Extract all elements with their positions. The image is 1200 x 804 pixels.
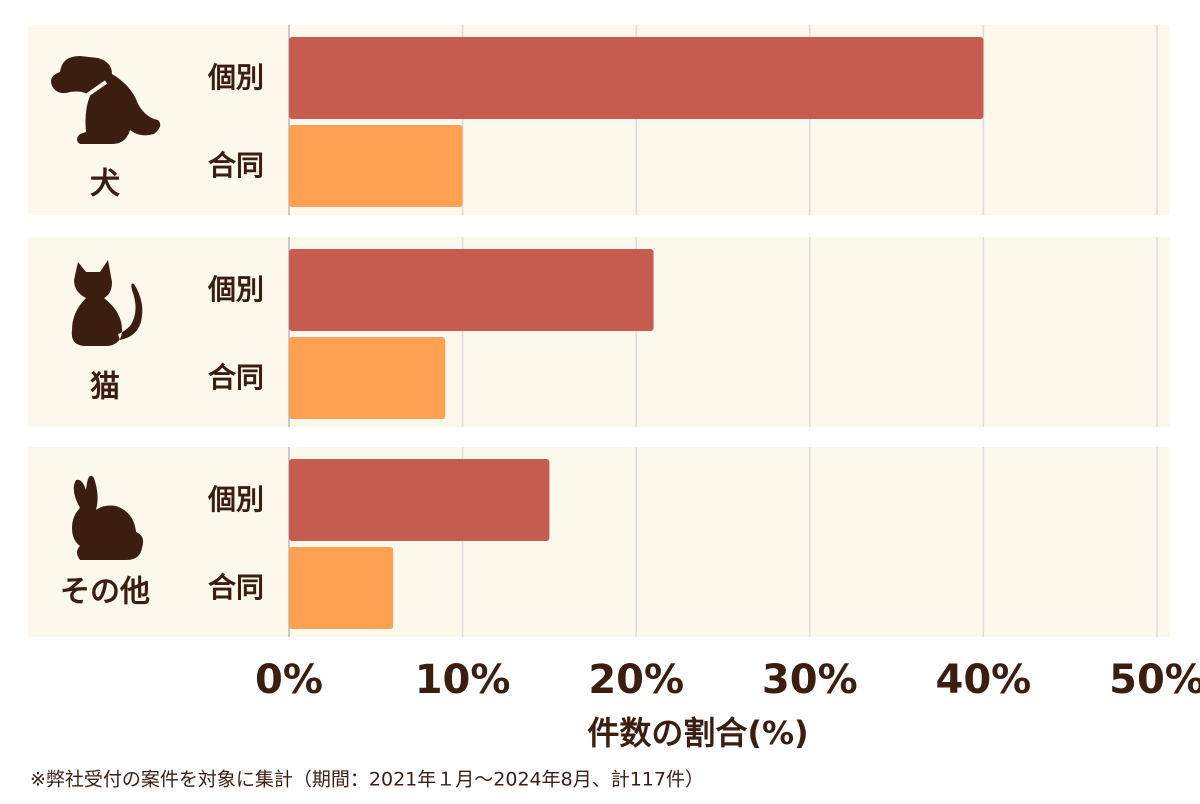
series-label: 合同 <box>208 361 264 394</box>
x-axis-label: 件数の割合(%) <box>587 714 808 752</box>
series-label: 個別 <box>207 61 264 94</box>
bar <box>289 249 654 331</box>
bar <box>289 37 984 119</box>
icons <box>51 56 161 560</box>
bar <box>289 125 463 207</box>
category-label: その他 <box>60 575 150 610</box>
category-label: 犬 <box>90 167 120 202</box>
dog-collar <box>84 80 108 98</box>
x-tick-label: 10% <box>415 657 511 703</box>
category-label: 猫 <box>90 370 120 405</box>
x-tick-label: 30% <box>762 657 858 703</box>
series-label: 合同 <box>208 149 264 182</box>
cat-icon <box>71 260 143 346</box>
bar <box>289 337 446 419</box>
x-tick-label: 0% <box>255 657 323 703</box>
dog-icon <box>51 56 161 144</box>
rabbit-icon <box>72 475 144 560</box>
series-label: 個別 <box>207 273 264 306</box>
footnote: ※弊社受付の案件を対象に集計（期間：2021年１月〜2024年8月、計117件） <box>30 769 704 791</box>
x-tick-label: 40% <box>936 657 1032 703</box>
gaps <box>28 215 1170 447</box>
x-tick-label: 50% <box>1109 657 1200 703</box>
bar <box>289 547 394 629</box>
x-tick-label: 20% <box>588 657 684 703</box>
series-label: 合同 <box>208 571 264 604</box>
series-label: 個別 <box>207 483 264 516</box>
bar <box>289 459 550 541</box>
